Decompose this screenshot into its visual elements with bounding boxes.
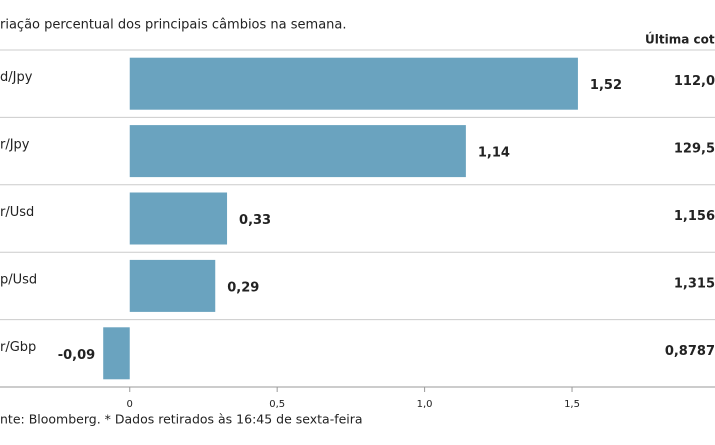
bar [103, 327, 130, 380]
category-label: d/Jpy [0, 70, 33, 85]
value-label: -0,09 [58, 348, 95, 363]
last-quote: 129,5 [674, 142, 715, 157]
value-label: 0,29 [227, 280, 259, 295]
category-label: r/Jpy [0, 138, 30, 153]
bar [129, 192, 228, 245]
category-label: r/Usd [0, 205, 34, 220]
last-quote: 112,0 [674, 74, 715, 89]
x-tick-label: 1,0 [417, 399, 433, 410]
table-header: Última cotaç [645, 32, 715, 47]
bar [129, 259, 216, 312]
last-quote: 1,156 [674, 209, 715, 224]
category-label: p/Usd [0, 272, 37, 287]
x-tick-label: 0,5 [269, 399, 285, 410]
last-quote: 0,8787 [665, 344, 715, 359]
value-label: 1,52 [590, 78, 622, 93]
last-quote: 1,315 [674, 276, 715, 291]
chart-title: riação percentual dos principais câmbios… [0, 18, 347, 33]
category-label: r/Gbp [0, 340, 36, 355]
value-label: 1,14 [478, 146, 510, 161]
bar [129, 57, 578, 110]
x-tick-label: 0 [127, 399, 133, 410]
value-label: 0,33 [239, 213, 271, 228]
footer: nte: Bloomberg. * Dados retirados às 16:… [0, 412, 363, 427]
x-tick-label: 1,5 [564, 399, 580, 410]
bar [129, 125, 466, 178]
